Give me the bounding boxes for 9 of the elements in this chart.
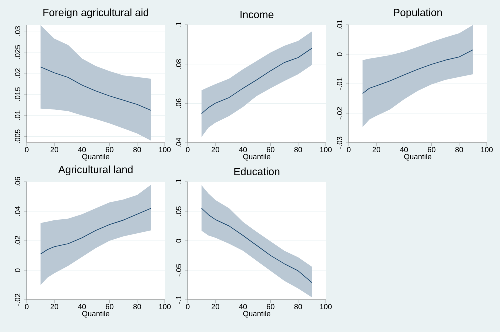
line-series xyxy=(40,208,152,255)
chart-title: Income xyxy=(240,11,274,18)
line-series xyxy=(362,50,474,94)
line-series xyxy=(201,48,313,114)
chart-title: Agricultural land xyxy=(58,166,133,176)
chart-title: Population xyxy=(394,8,442,18)
chart-title: Education xyxy=(234,168,280,176)
line-series xyxy=(201,208,313,284)
chart-title: Foreign agricultural aid xyxy=(44,8,148,18)
